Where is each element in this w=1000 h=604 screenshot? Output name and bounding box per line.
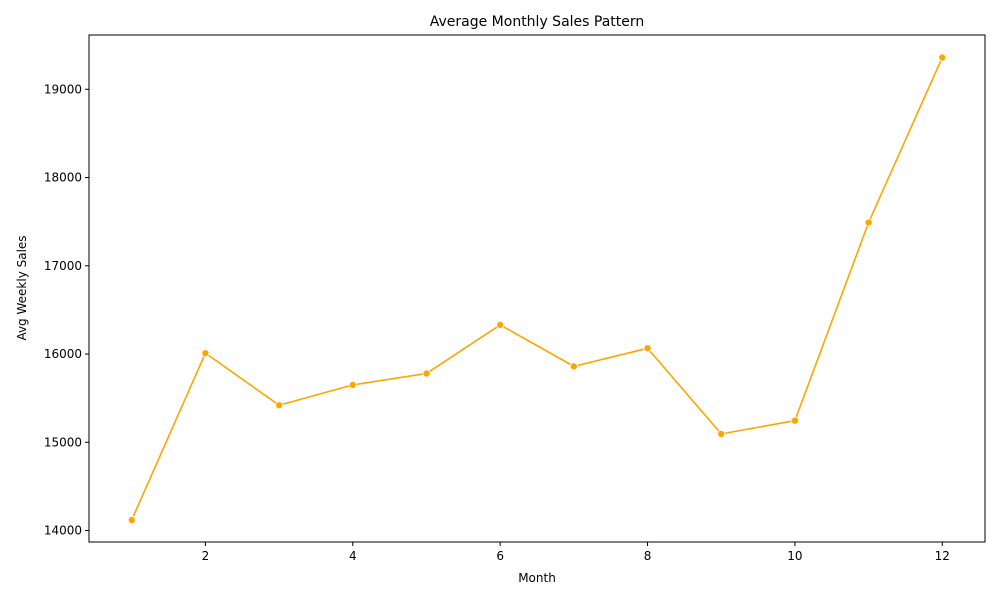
x-tick-label: 10	[787, 549, 802, 563]
y-tick-label: 16000	[44, 347, 82, 361]
y-tick-label: 17000	[44, 259, 82, 273]
data-point	[422, 369, 431, 378]
data-point	[938, 53, 947, 62]
data-point	[864, 218, 873, 227]
data-point	[790, 416, 799, 425]
data-point	[717, 429, 726, 438]
data-point	[348, 380, 357, 389]
x-tick-label: 12	[935, 549, 950, 563]
data-point	[201, 349, 210, 358]
plot-area: 2 4 6 8 10 12 14000 15000 16000 17000 18000 19000	[44, 34, 986, 563]
x-tick-label: 2	[202, 549, 210, 563]
data-point	[275, 401, 284, 410]
chart-title: Average Monthly Sales Pattern	[430, 14, 645, 30]
x-tick-label: 8	[644, 549, 652, 563]
y-tick-label: 14000	[44, 524, 82, 538]
x-tick-label: 6	[496, 549, 504, 563]
y-tick-label: 15000	[44, 435, 82, 449]
data-point	[127, 515, 136, 524]
plot-frame	[88, 34, 986, 543]
data-point	[569, 362, 578, 371]
y-tick-label: 18000	[44, 171, 82, 185]
y-axis-label: Avg Weekly Sales	[15, 235, 29, 340]
series-line	[131, 57, 943, 521]
x-axis-label: Month	[518, 571, 556, 585]
data-point	[643, 344, 652, 353]
y-tick-label: 19000	[44, 82, 82, 96]
data-point	[496, 320, 505, 329]
x-tick-label: 4	[349, 549, 357, 563]
